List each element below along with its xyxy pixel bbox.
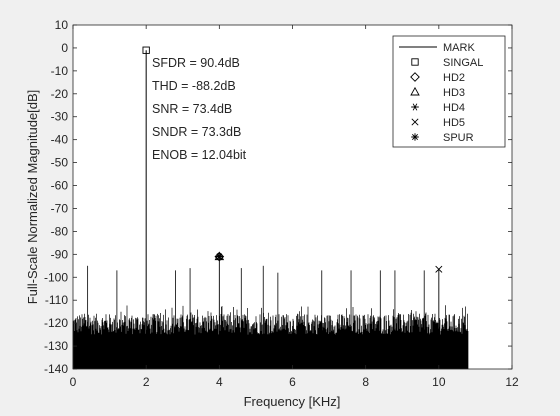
- marker-hd2: [214, 251, 225, 262]
- x-tick-label: 4: [216, 375, 223, 389]
- y-tick-label: -140: [44, 362, 68, 376]
- axes: 0 2 4 6 8 10 12 10 0 -10 -20 -30 -40 -50 -60 -70 -80 -90 -…: [44, 18, 519, 389]
- legend-label-spur: SPUR: [443, 132, 474, 144]
- marker-spur: [215, 252, 224, 261]
- marker-singal: [142, 46, 150, 54]
- legend-triangle-icon: [410, 86, 420, 96]
- annotation-4: ENOB = 12.04bit: [152, 148, 247, 162]
- star-marker: [411, 133, 419, 141]
- annotation-0: SFDR = 90.4dB: [152, 56, 240, 70]
- y-tick-label: -50: [51, 156, 69, 170]
- legend-diamond-icon: [410, 72, 420, 82]
- y-tick-label: 0: [61, 41, 68, 55]
- y-tick-label: -60: [51, 179, 69, 193]
- y-tick-label: -110: [45, 293, 68, 307]
- y-tick-label: -80: [51, 224, 69, 238]
- asterisk-marker: [411, 103, 419, 111]
- triangle-marker: [410, 86, 420, 96]
- x-tick-label: 12: [505, 375, 519, 389]
- cross-marker: [435, 265, 443, 273]
- y-tick-label: -120: [44, 316, 68, 330]
- legend-star-icon: [411, 133, 419, 141]
- metrics-annotations: SFDR = 90.4dB THD = -88.2dB SNR = 73.4dB SN…: [152, 56, 247, 162]
- marker-hd5: [435, 265, 443, 273]
- square-marker: [142, 46, 150, 54]
- x-tick-label: 2: [143, 375, 150, 389]
- legend-label-singal: SINGAL: [443, 57, 483, 69]
- annotation-3: SNDR = 73.3dB: [152, 125, 241, 139]
- y-tick-label: -90: [51, 247, 69, 261]
- harmonic-markers: [142, 46, 443, 273]
- legend-asterisk-icon: [411, 103, 419, 111]
- annotation-2: SNR = 73.4dB: [152, 102, 232, 116]
- x-tick-label: 8: [362, 375, 369, 389]
- y-tick-label: -30: [51, 110, 69, 124]
- legend-label-hd2: HD2: [443, 72, 465, 84]
- y-tick-label: -130: [44, 339, 68, 353]
- y-tick-label: -70: [51, 201, 69, 215]
- legend-square-icon: [411, 58, 419, 66]
- y-tick-label: -100: [44, 270, 68, 284]
- legend-label-hd3: HD3: [443, 87, 465, 99]
- legend-cross-icon: [411, 118, 419, 126]
- y-tick-label: -40: [51, 133, 69, 147]
- star-marker: [215, 252, 224, 261]
- legend: MARK SINGAL HD2 HD3 HD4 HD5 SPUR: [392, 35, 506, 148]
- y-tick-label: 10: [55, 18, 69, 32]
- annotation-1: THD = -88.2dB: [152, 79, 236, 93]
- y-tick-label: -10: [51, 64, 69, 78]
- y-tick-label: -20: [51, 87, 69, 101]
- x-tick-label: 10: [432, 375, 446, 389]
- legend-label-mark: MARK: [443, 42, 475, 54]
- x-tick-label: 6: [289, 375, 296, 389]
- cross-marker: [411, 118, 419, 126]
- legend-box: [392, 35, 506, 148]
- y-axis-label: Full-Scale Normalized Magnitude[dB]: [25, 90, 40, 305]
- diamond-marker: [410, 72, 420, 82]
- x-axis-label: Frequency [KHz]: [244, 394, 341, 409]
- square-marker: [411, 58, 419, 66]
- legend-label-hd4: HD4: [443, 102, 465, 114]
- diamond-marker: [214, 251, 225, 262]
- spectrum-trace: [72, 50, 469, 369]
- legend-label-hd5: HD5: [443, 117, 465, 129]
- x-tick-label: 0: [70, 375, 77, 389]
